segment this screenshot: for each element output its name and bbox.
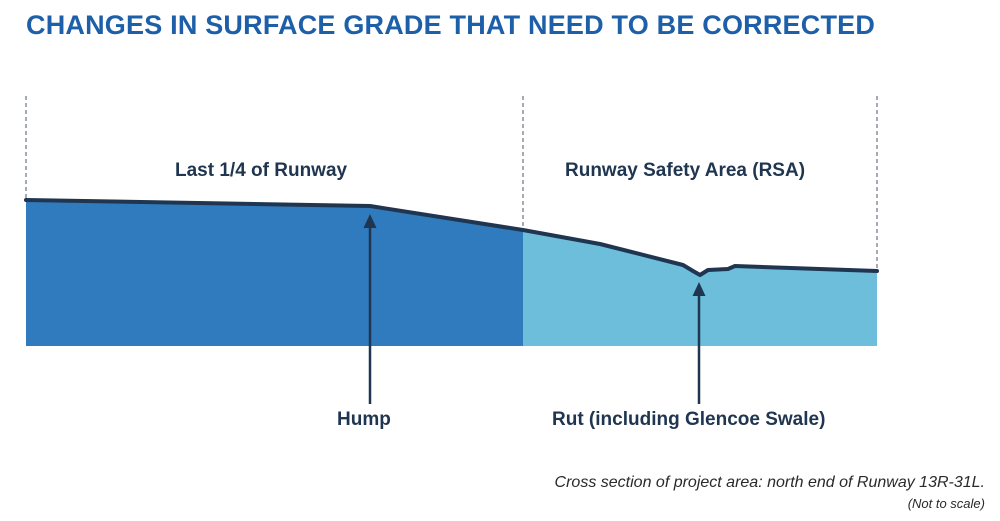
not-to-scale-note: (Not to scale)	[907, 496, 985, 511]
rsa-zone-label: Runway Safety Area (RSA)	[565, 160, 806, 181]
runway-zone-label: Last 1/4 of Runway	[175, 160, 348, 181]
hump-label: Hump	[337, 409, 391, 430]
runway-area	[26, 200, 523, 346]
surface-grade-line	[24, 198, 879, 277]
rut-arrow	[692, 282, 706, 404]
page-title: CHANGES IN SURFACE GRADE THAT NEED TO BE…	[26, 10, 876, 40]
hump-arrow	[363, 214, 377, 404]
rut-label: Rut (including Glencoe Swale)	[552, 409, 826, 430]
caption: Cross section of project area: north end…	[555, 474, 985, 511]
caption-line: Cross section of project area: north end…	[554, 474, 985, 491]
